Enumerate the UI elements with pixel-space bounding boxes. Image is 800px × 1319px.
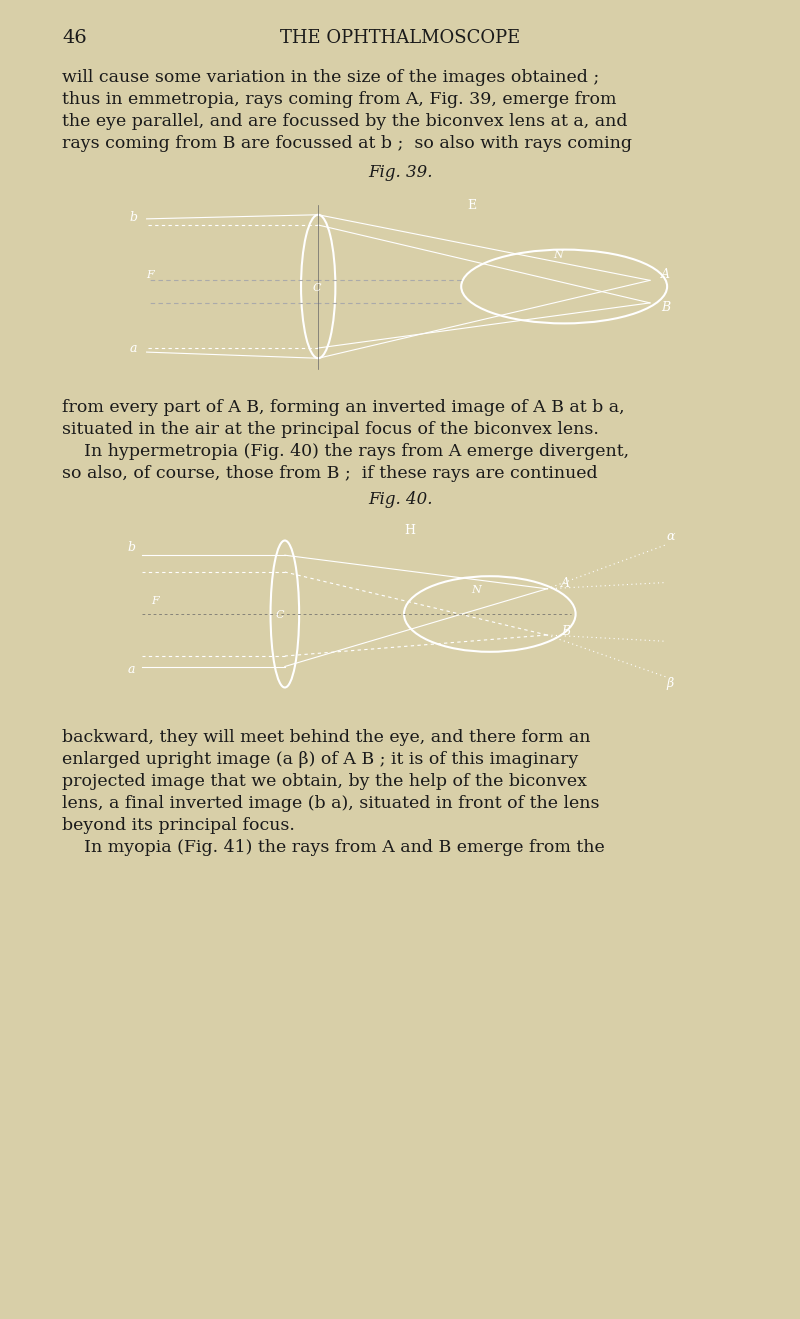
- Text: 46: 46: [62, 29, 86, 47]
- Text: thus in emmetropia, rays coming from A, Fig. 39, emerge from: thus in emmetropia, rays coming from A, …: [62, 91, 617, 108]
- Text: In hypermetropia (Fig. 40) the rays from A emerge divergent,: In hypermetropia (Fig. 40) the rays from…: [62, 443, 629, 460]
- Text: C: C: [275, 611, 284, 620]
- Text: C: C: [313, 282, 321, 293]
- Text: F: F: [151, 595, 159, 605]
- Text: β: β: [666, 678, 674, 691]
- Text: In myopia (Fig. 41) the rays from A and B emerge from the: In myopia (Fig. 41) the rays from A and …: [62, 839, 605, 856]
- Text: B: B: [662, 301, 670, 314]
- Text: a: a: [127, 663, 135, 675]
- Text: projected image that we obtain, by the help of the biconvex: projected image that we obtain, by the h…: [62, 773, 587, 790]
- Text: E: E: [467, 199, 476, 211]
- Text: Fig. 40.: Fig. 40.: [368, 491, 432, 508]
- Text: b: b: [127, 541, 135, 554]
- Text: the eye parallel, and are focussed by the biconvex lens at a, and: the eye parallel, and are focussed by th…: [62, 113, 627, 131]
- Text: A: A: [562, 576, 570, 590]
- Text: A: A: [662, 268, 670, 281]
- Text: beyond its principal focus.: beyond its principal focus.: [62, 816, 295, 834]
- Text: from every part of A B, forming an inverted image of A B at b a,: from every part of A B, forming an inver…: [62, 400, 625, 415]
- Text: F: F: [146, 270, 154, 281]
- Text: N: N: [470, 586, 481, 595]
- Text: b: b: [130, 211, 138, 224]
- Text: THE OPHTHALMOSCOPE: THE OPHTHALMOSCOPE: [280, 29, 520, 47]
- Text: so also, of course, those from B ;  if these rays are continued: so also, of course, those from B ; if th…: [62, 466, 598, 481]
- Text: situated in the air at the principal focus of the biconvex lens.: situated in the air at the principal foc…: [62, 421, 599, 438]
- Text: rays coming from B are focussed at b ;  so also with rays coming: rays coming from B are focussed at b ; s…: [62, 135, 632, 152]
- Text: backward, they will meet behind the eye, and there form an: backward, they will meet behind the eye,…: [62, 729, 590, 747]
- Text: lens, a final inverted image (b a), situated in front of the lens: lens, a final inverted image (b a), situ…: [62, 795, 599, 813]
- Text: enlarged upright image (a β) of A B ; it is of this imaginary: enlarged upright image (a β) of A B ; it…: [62, 751, 578, 768]
- Text: N: N: [553, 249, 562, 260]
- Text: α: α: [666, 530, 674, 543]
- Text: Fig. 39.: Fig. 39.: [368, 164, 432, 181]
- Text: H: H: [404, 524, 415, 537]
- Text: B: B: [562, 625, 570, 638]
- Text: will cause some variation in the size of the images obtained ;: will cause some variation in the size of…: [62, 69, 599, 86]
- Text: a: a: [130, 342, 137, 355]
